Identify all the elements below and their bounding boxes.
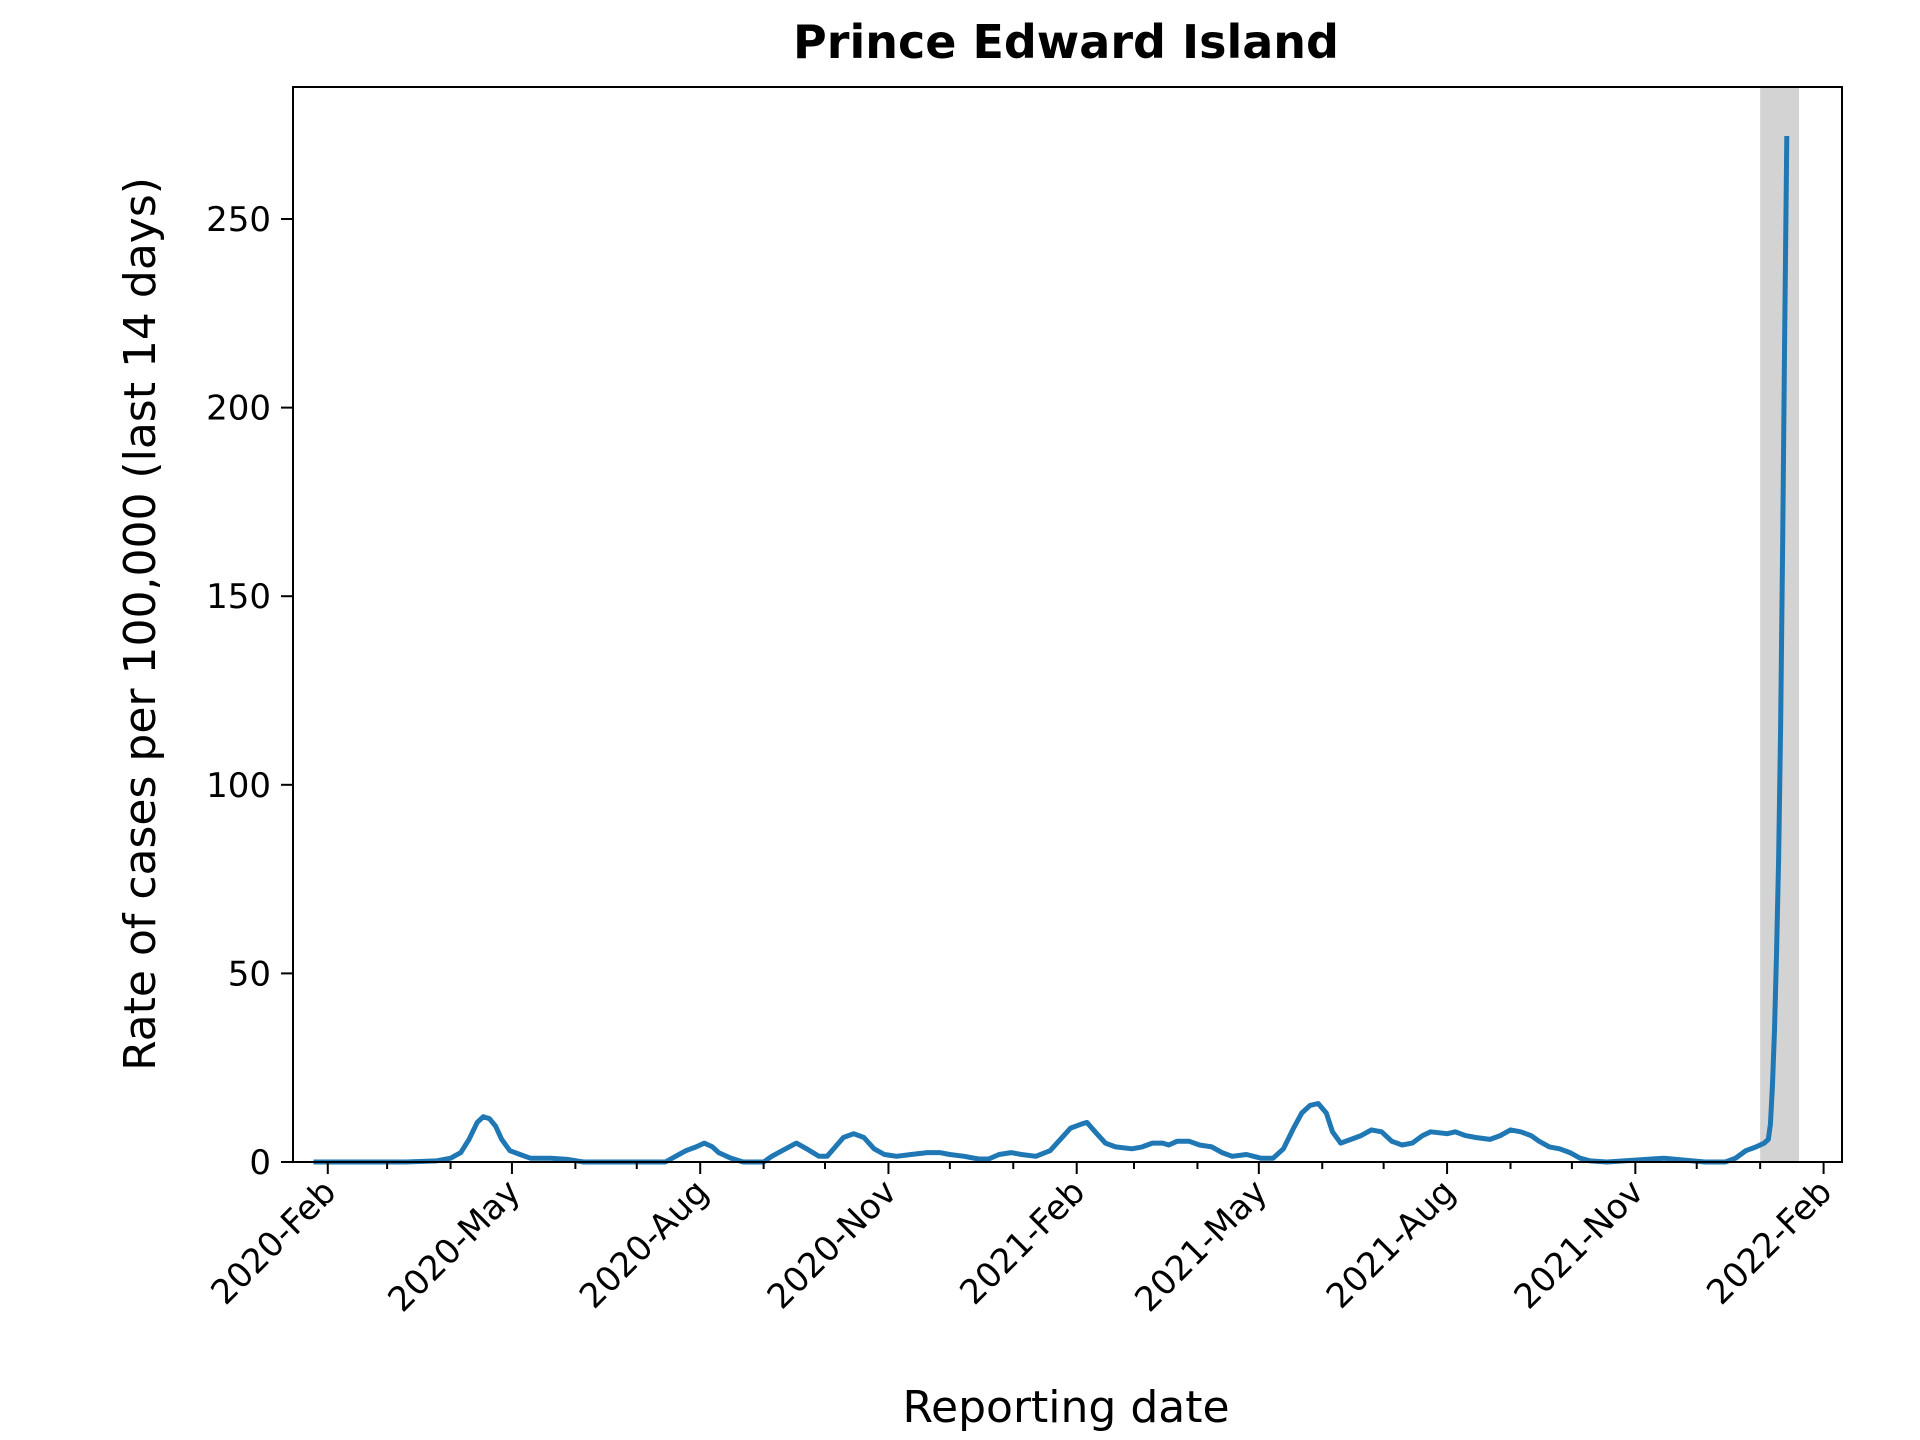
chart-title: Prince Edward Island — [793, 15, 1339, 69]
y-tick-label: 100 — [206, 766, 271, 806]
x-axis-label: Reporting date — [902, 1382, 1229, 1433]
series-layer — [313, 135, 1790, 1165]
y-tick-label: 200 — [206, 389, 271, 429]
series-line-0 — [313, 135, 1790, 1165]
y-axis: 0 50 100 150 200 250 — [206, 200, 293, 1183]
y-tick-label: 50 — [228, 954, 271, 994]
y-axis-label: Rate of cases per 100,000 (last 14 days) — [115, 177, 166, 1071]
y-tick-label: 150 — [206, 577, 271, 617]
plot-frame — [292, 86, 1843, 1163]
y-tick-label: 0 — [249, 1143, 271, 1183]
y-tick-label: 250 — [206, 200, 271, 240]
